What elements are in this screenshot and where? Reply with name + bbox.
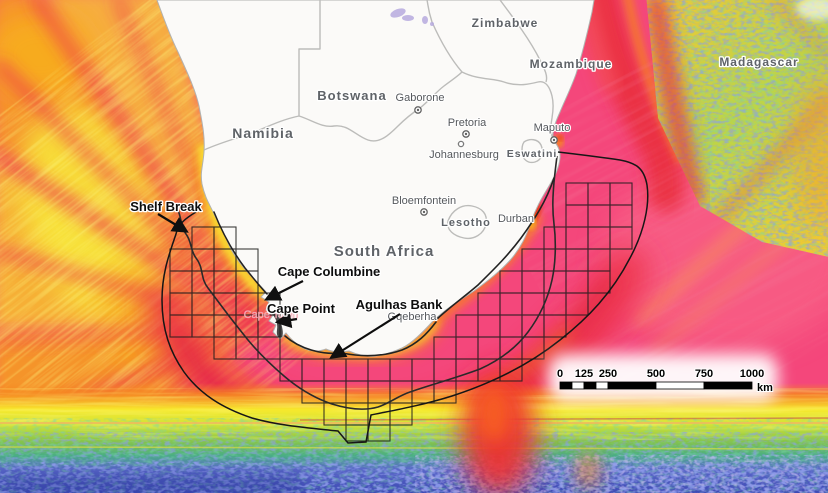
survey-area-boundary (161, 151, 649, 444)
survey-grid-cell (257, 336, 281, 360)
scale-bar-segment (583, 381, 597, 390)
country-label-lesotho: Lesotho (441, 217, 491, 229)
survey-grid-cell (389, 402, 413, 426)
annotation-arrow-cape-point (274, 311, 298, 329)
scale-tick-0: 0 (557, 368, 563, 380)
madagascar-traffic-texture (646, 0, 828, 258)
survey-boundary-layer (161, 151, 649, 444)
annotation-label-cape-point: Cape Point (267, 301, 336, 316)
survey-grid-cell (499, 358, 523, 382)
city-label-durban: Durban (498, 213, 534, 225)
country-label-zimbabwe: Zimbabwe (472, 16, 539, 30)
city-label-gaborone: Gaborone (396, 92, 445, 104)
scale-bar-segment (703, 381, 753, 390)
annotation-label-shelf-break: Shelf Break (130, 199, 202, 214)
scale-tick-125: 125 (575, 368, 593, 380)
country-labels: Zimbabwe Botswana Mozambique Madagascar Nami… (231, 15, 799, 262)
nearshore-contour (213, 177, 555, 357)
country-label-madagascar: Madagascar (719, 55, 798, 69)
city-markers (414, 106, 558, 216)
scale-bar: 0 125 250 500 750 1000 km (548, 354, 778, 402)
country-label-mozambique: Mozambique (530, 57, 613, 71)
country-label-eswatini: Eswatini (507, 148, 558, 160)
city-marker-dot (464, 132, 468, 136)
scale-bar-segment (607, 381, 657, 390)
scale-bar-segment (559, 381, 573, 390)
annotation-label-agulhas-bank: Agulhas Bank (356, 297, 443, 312)
scale-tick-750: 750 (695, 368, 713, 380)
annotation-label-cape-columbine: Cape Columbine (278, 264, 381, 279)
annotation-arrow-shelf-break (157, 213, 189, 233)
survey-grid-cell (609, 226, 633, 250)
salt-pan (390, 8, 434, 26)
survey-grid-cell (565, 292, 589, 316)
country-label-south-africa: South Africa (334, 243, 435, 260)
city-marker-dot (422, 210, 426, 214)
scale-tick-500: 500 (647, 368, 665, 380)
shelf-break-line (175, 155, 558, 410)
country-borders (203, 0, 554, 240)
scale-tick-1000: 1000 (740, 368, 764, 380)
city-label-maputo: Maputo (534, 122, 571, 134)
country-label-namibia: Namibia (232, 125, 293, 141)
country-label-botswana: Botswana (317, 88, 386, 103)
annotation-arrow-cape-columbine (264, 280, 304, 301)
survey-grid-cell (543, 314, 567, 338)
city-marker-johannesburg (457, 140, 465, 148)
scale-bar-halo (548, 354, 778, 402)
scale-tick-250: 250 (599, 368, 617, 380)
scale-bar-segment (655, 381, 705, 390)
city-marker-dot (416, 108, 420, 112)
city-label-johannesburg: Johannesburg (429, 149, 499, 161)
city-marker-dot (552, 138, 556, 142)
annotation-arrow-agulhas-bank (329, 313, 401, 359)
city-label-bloemfontein: Bloemfontein (392, 195, 456, 207)
city-labels: Gaborone Pretoria Johannesburg Maputo Bloemf… (243, 91, 571, 324)
annotations: Shelf Break Cape Columbine Cape Point Agulh… (129, 198, 444, 359)
land-layer (156, 0, 595, 357)
scale-bar-segment (595, 381, 609, 390)
scale-unit-label: km (757, 382, 773, 394)
southern-ocean-band (0, 372, 828, 493)
scale-bar-segment (571, 381, 585, 390)
city-label-pretoria: Pretoria (448, 117, 487, 129)
survey-grid-cell (587, 270, 611, 294)
